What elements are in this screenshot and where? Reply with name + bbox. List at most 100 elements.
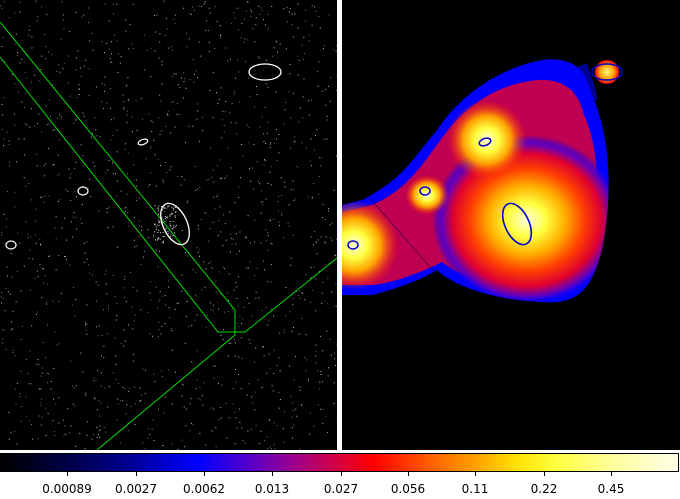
event-dot	[229, 58, 231, 60]
event-dot	[104, 274, 106, 275]
event-dot	[251, 396, 253, 398]
event-dot	[260, 7, 262, 9]
event-dot	[206, 179, 208, 181]
event-dot	[40, 243, 42, 245]
event-dot	[2, 338, 4, 340]
event-dot	[145, 369, 147, 371]
source-region-ellipse[interactable]	[591, 63, 623, 81]
event-dot	[224, 177, 226, 179]
event-dot	[318, 16, 320, 17]
event-dot	[273, 349, 275, 351]
event-dot	[190, 398, 192, 400]
event-dot	[175, 211, 177, 213]
event-dot	[47, 123, 49, 125]
event-dot	[52, 300, 54, 302]
event-dot	[335, 45, 337, 47]
event-dot	[315, 355, 317, 357]
event-dot	[40, 405, 42, 407]
event-dot	[62, 14, 64, 16]
event-dot	[302, 292, 304, 294]
event-dot	[65, 189, 67, 191]
event-dot	[316, 242, 318, 244]
event-dot	[273, 47, 275, 49]
event-dot	[185, 142, 186, 144]
event-dot	[181, 77, 182, 79]
event-dot	[333, 189, 335, 191]
event-dot	[160, 130, 162, 132]
raw-events-panel[interactable]	[0, 0, 337, 450]
event-dot	[155, 239, 156, 241]
smoothed-image-panel[interactable]	[342, 0, 680, 450]
event-dot	[96, 326, 98, 328]
source-region-ellipse[interactable]	[5, 240, 17, 250]
event-dot	[105, 431, 107, 433]
event-dot	[223, 214, 224, 216]
event-dot	[83, 115, 85, 117]
event-dot	[53, 431, 55, 433]
event-dot	[220, 37, 222, 39]
event-dot	[335, 255, 337, 257]
event-dot	[289, 8, 291, 9]
event-dot	[116, 40, 118, 42]
event-dot	[59, 199, 61, 201]
event-dot	[138, 236, 140, 237]
event-dot	[205, 212, 207, 214]
event-dot	[167, 206, 169, 208]
event-dot	[96, 86, 98, 88]
event-dot	[140, 400, 142, 401]
event-dot	[98, 400, 100, 402]
event-dot	[74, 167, 75, 169]
event-dot	[263, 164, 265, 166]
event-dot	[155, 226, 157, 228]
colorbar[interactable]	[0, 453, 679, 472]
event-dot	[206, 314, 208, 316]
event-dot	[140, 264, 142, 265]
event-dot	[270, 448, 272, 450]
event-dot	[308, 100, 310, 102]
event-dot	[260, 212, 262, 214]
source-region-ellipse[interactable]	[77, 186, 89, 196]
tick-mark	[611, 472, 612, 476]
source-region-ellipse[interactable]	[347, 240, 359, 250]
event-dot	[278, 152, 280, 154]
event-dot	[310, 236, 312, 238]
event-dot	[267, 324, 269, 326]
event-dot	[96, 409, 98, 411]
event-dot	[283, 237, 284, 239]
event-dot	[168, 307, 170, 309]
event-dot	[231, 103, 233, 105]
event-dot	[69, 177, 71, 179]
event-dot	[109, 58, 111, 60]
event-dot	[329, 262, 331, 264]
event-dot	[263, 346, 264, 348]
event-dot	[210, 407, 212, 409]
source-region-ellipse[interactable]	[155, 199, 195, 249]
event-dot	[327, 85, 329, 87]
source-region-ellipse[interactable]	[419, 186, 431, 196]
event-dot	[330, 354, 332, 356]
event-dot	[247, 39, 249, 41]
event-dot	[291, 330, 293, 332]
event-dot	[183, 406, 185, 408]
event-dot	[129, 24, 131, 26]
event-dot	[123, 287, 124, 289]
event-dot	[196, 118, 198, 120]
source-region-ellipse[interactable]	[248, 63, 282, 81]
event-dot	[38, 80, 40, 82]
event-dot	[45, 434, 47, 436]
source-region-ellipse[interactable]	[137, 138, 149, 146]
event-dot	[148, 113, 150, 115]
event-dot	[128, 390, 130, 392]
event-dot	[329, 338, 331, 340]
event-dot	[294, 13, 296, 15]
event-dot	[240, 337, 242, 339]
event-dot	[101, 41, 103, 43]
event-dot	[269, 220, 271, 221]
event-dot	[132, 287, 134, 289]
source-region-ellipse[interactable]	[478, 137, 492, 148]
colorbar-ticks: 0.00089 0.0027 0.0062 0.013 0.027 0.056 …	[0, 472, 680, 499]
event-dot	[313, 425, 315, 427]
event-dot	[320, 374, 322, 375]
source-region-ellipse[interactable]	[497, 199, 537, 249]
event-dot	[73, 122, 75, 124]
